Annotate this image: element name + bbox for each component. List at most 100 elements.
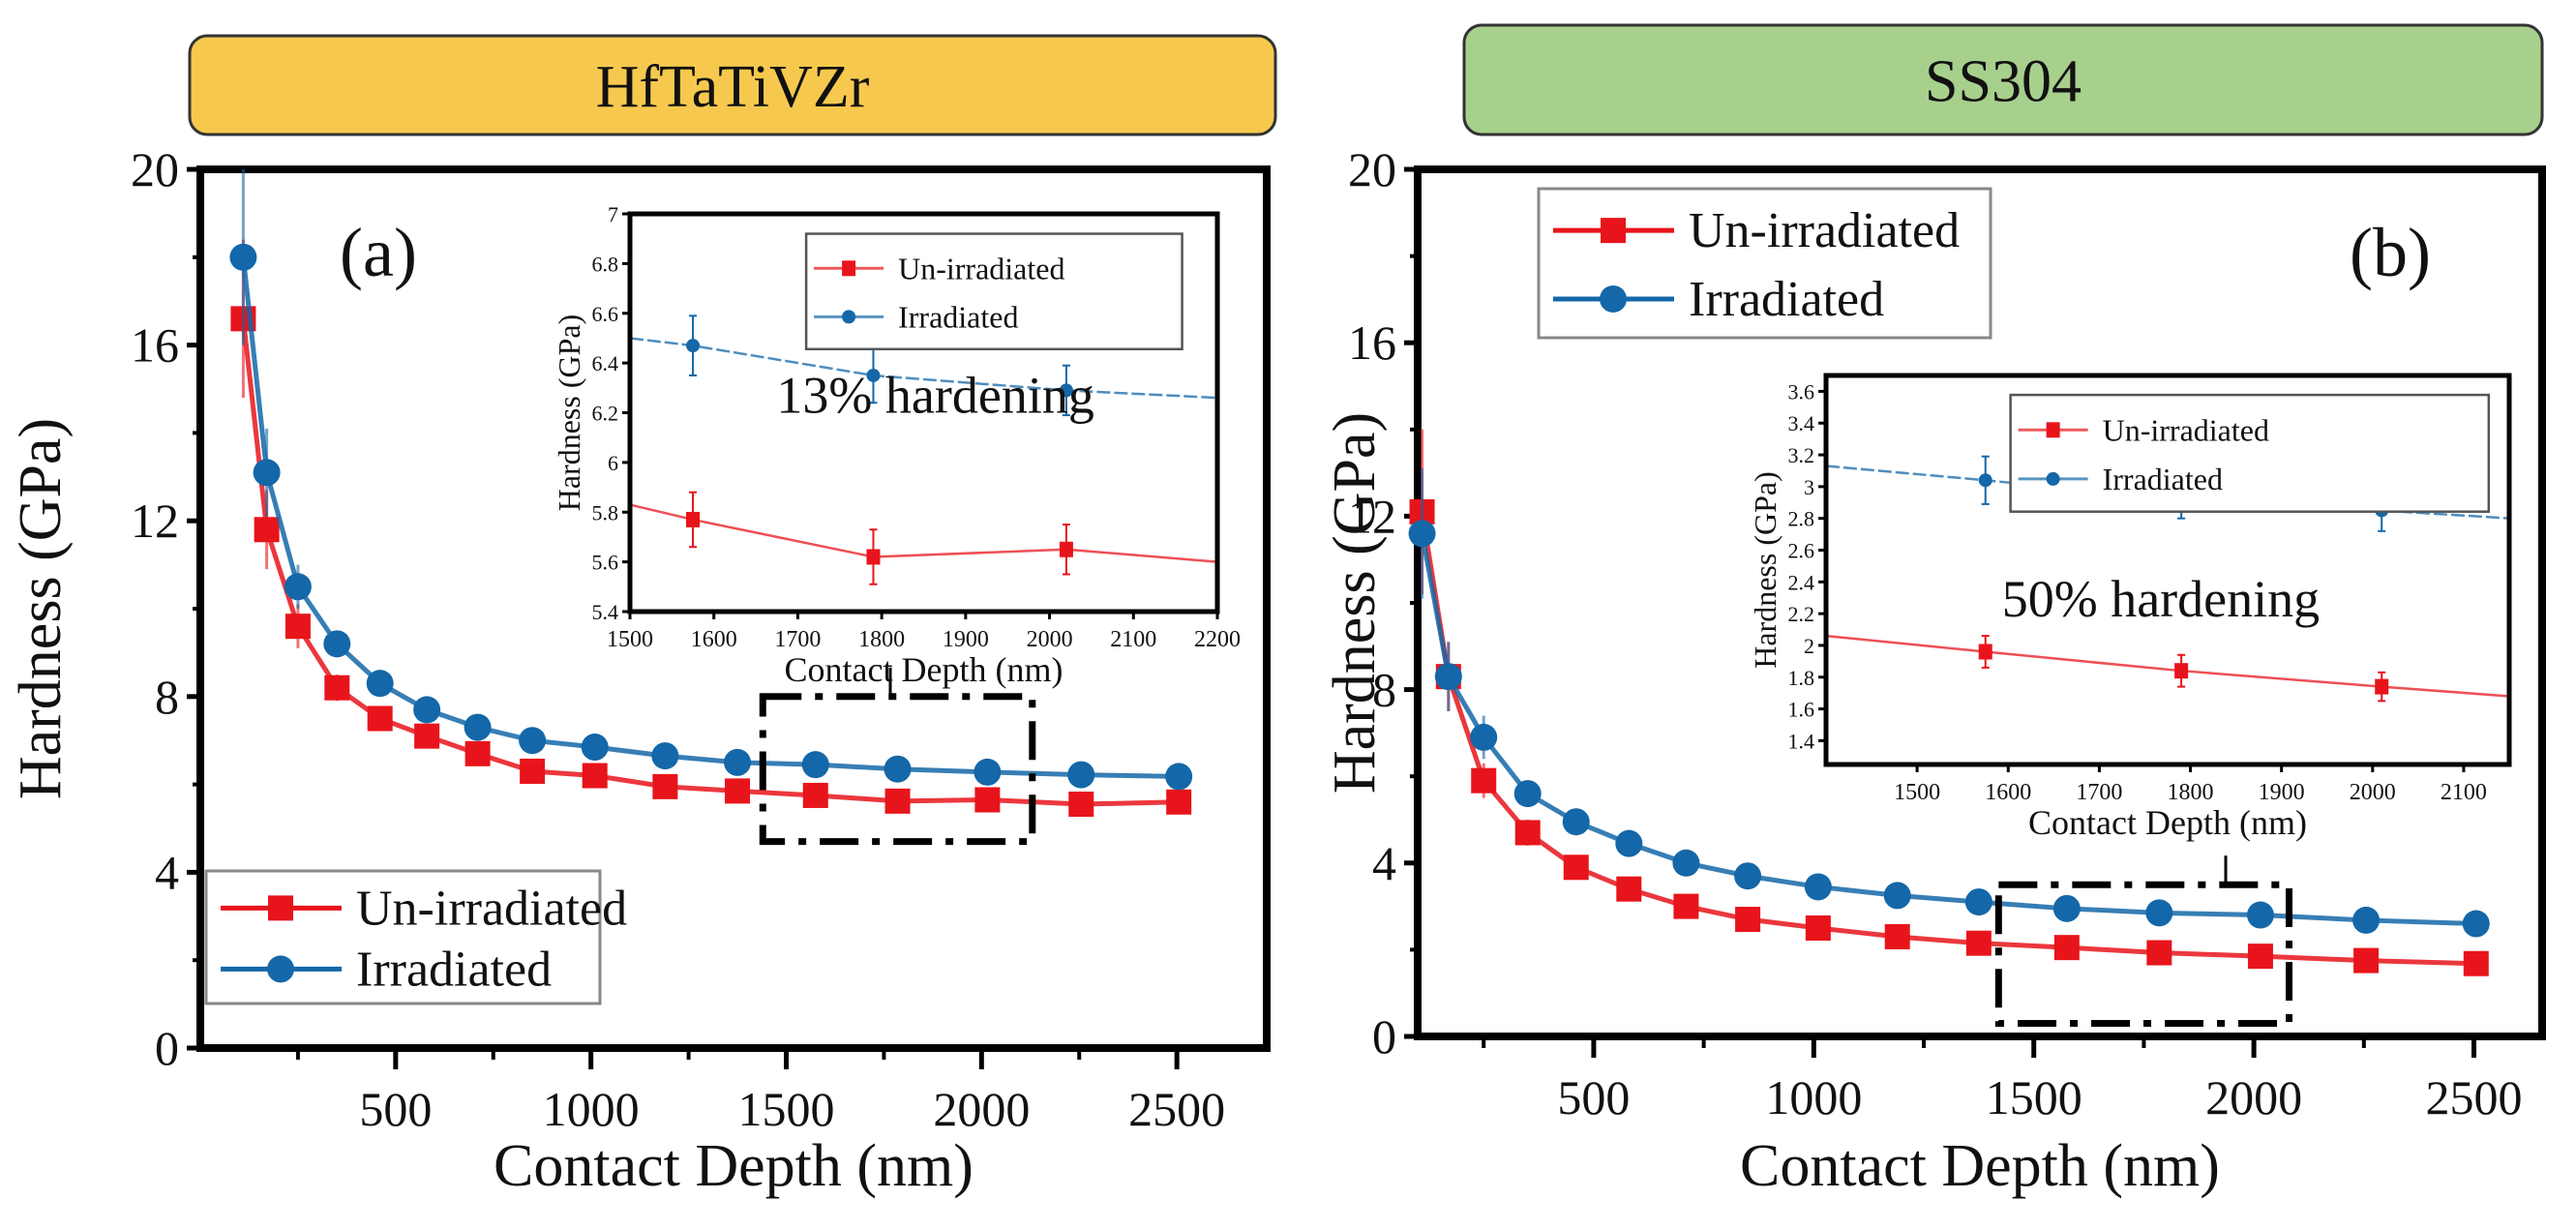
inset-x-axis-label: Contact Depth (nm) bbox=[785, 650, 1063, 689]
data-point-square bbox=[652, 773, 678, 799]
x-tick-label: 1500 bbox=[737, 1082, 834, 1136]
x-axis-label: Contact Depth (nm) bbox=[1740, 1133, 2220, 1199]
data-point-square bbox=[285, 614, 311, 640]
inset-legend: Un-irradiated Irradiated bbox=[2009, 393, 2491, 513]
data-point-square bbox=[2146, 940, 2172, 966]
inset-legend-label: Un-irradiated bbox=[898, 251, 1064, 285]
inset-x-tick-label: 1500 bbox=[1894, 780, 1940, 805]
y-tick-label: 12 bbox=[1348, 489, 1396, 543]
panel-label: (b) bbox=[2350, 214, 2431, 291]
inset-x-tick-label: 2200 bbox=[1194, 627, 1241, 652]
data-point-square bbox=[884, 788, 911, 814]
x-tick-label: 1000 bbox=[543, 1082, 640, 1136]
data-point-circle bbox=[1470, 723, 1498, 751]
data-point-circle bbox=[2145, 899, 2173, 927]
inset-frame bbox=[627, 211, 1220, 614]
data-point-square bbox=[1673, 893, 1699, 919]
series-line bbox=[1420, 532, 2476, 927]
data-point-square bbox=[254, 517, 280, 543]
data-point-circle bbox=[229, 243, 257, 271]
data-point-circle bbox=[724, 748, 752, 776]
inset-legend-square-icon bbox=[842, 260, 856, 277]
legend-square-icon bbox=[1601, 218, 1626, 244]
header-title: HfTaTiVZr bbox=[596, 54, 870, 120]
inset-legend-square-icon bbox=[2046, 422, 2060, 438]
x-tick-label: 2500 bbox=[2426, 1070, 2523, 1124]
inset-y-tick-label: 6.6 bbox=[592, 302, 619, 326]
hardening-annotation: 13% hardening bbox=[776, 367, 1093, 425]
inset-x-tick-label: 2000 bbox=[2350, 780, 2396, 805]
inset-point-square bbox=[2174, 663, 2189, 679]
data-point-square bbox=[1805, 915, 1831, 941]
x-tick-label: 2000 bbox=[2205, 1070, 2302, 1124]
data-point-square bbox=[414, 723, 440, 749]
data-point-square bbox=[1965, 930, 1992, 956]
legend-box bbox=[204, 869, 602, 1005]
data-point-circle bbox=[1434, 663, 1462, 691]
data-point-square bbox=[802, 782, 828, 808]
inset-legend-circle-icon bbox=[842, 310, 856, 324]
data-point-circle bbox=[2352, 906, 2381, 934]
inset-y-tick-label: 1.6 bbox=[1788, 698, 1815, 722]
inset-x-tick-label: 1800 bbox=[2168, 780, 2214, 805]
data-point-circle bbox=[1562, 808, 1590, 836]
inset-y-tick-label: 5.4 bbox=[592, 600, 619, 624]
hardening-annotation: 50% hardening bbox=[2002, 570, 2320, 628]
inset-y-tick-label: 2.2 bbox=[1788, 602, 1815, 626]
data-point-circle bbox=[519, 727, 547, 755]
inset-point-circle bbox=[686, 339, 701, 353]
data-point-circle bbox=[2052, 894, 2081, 922]
inset-legend-label: Irradiated bbox=[2103, 462, 2223, 496]
series-un-irradiated bbox=[230, 239, 1192, 818]
inset-chart: 1500 1600 1700 1800 1900 2000 2100 1.4 1.6 1.8 2 2.… bbox=[1748, 373, 2512, 842]
y-tick-label: 8 bbox=[1372, 663, 1396, 717]
data-point-square bbox=[1616, 876, 1642, 902]
y-tick-label: 0 bbox=[1372, 1009, 1396, 1064]
inset-point-square bbox=[866, 549, 881, 565]
legend: Un-irradiated Irradiated bbox=[1537, 187, 1992, 340]
series-line bbox=[240, 256, 1180, 779]
data-point-circle bbox=[973, 758, 1002, 786]
data-point-circle bbox=[1964, 888, 1992, 916]
data-point-circle bbox=[284, 573, 312, 601]
plot-frame bbox=[196, 165, 1271, 1052]
legend-box bbox=[1537, 187, 1992, 340]
panel-a: HfTaTiVZr 500 1000 1500 2000 2500 0 4 8 12 16 20 Har… bbox=[8, 34, 1277, 1199]
inset-x-tick-label: 1900 bbox=[2259, 780, 2305, 805]
inset-legend-circle-icon bbox=[2046, 471, 2060, 486]
data-point-square bbox=[2247, 944, 2273, 970]
header-box bbox=[188, 34, 1277, 136]
inset-x-tick-label: 1900 bbox=[943, 627, 989, 652]
inset-y-tick-label: 6.4 bbox=[592, 351, 619, 375]
inset-y-tick-label: 2.8 bbox=[1788, 507, 1815, 531]
zoom-region-box bbox=[1994, 881, 2292, 1028]
data-point-square bbox=[367, 705, 393, 732]
inset-point-square bbox=[1059, 541, 1073, 557]
inset-y-tick-label: 2.4 bbox=[1788, 570, 1815, 594]
legend-label: Irradiated bbox=[356, 942, 552, 997]
data-point-circle bbox=[651, 742, 679, 770]
data-point-circle bbox=[1513, 780, 1542, 808]
y-tick-label: 0 bbox=[155, 1021, 179, 1075]
inset-y-tick-label: 3.2 bbox=[1788, 443, 1815, 467]
y-tick-label: 12 bbox=[131, 494, 179, 548]
y-tick-label: 20 bbox=[131, 142, 179, 196]
data-point-square bbox=[1471, 767, 1497, 794]
x-tick-label: 500 bbox=[359, 1082, 432, 1136]
inset-frame bbox=[1823, 373, 2512, 767]
y-tick-label: 4 bbox=[1372, 836, 1396, 890]
inset-y-tick-label: 1.8 bbox=[1788, 666, 1815, 690]
panel-label: (a) bbox=[340, 214, 417, 291]
x-tick-label: 500 bbox=[1557, 1070, 1630, 1124]
inset-y-tick-label: 3 bbox=[1804, 475, 1814, 499]
inset-y-tick-label: 3.6 bbox=[1788, 379, 1815, 404]
data-point-circle bbox=[1165, 763, 1193, 791]
inset-point-circle bbox=[1059, 383, 1073, 398]
series-irradiated bbox=[229, 169, 1193, 791]
x-tick-label: 1000 bbox=[1765, 1070, 1862, 1124]
y-axis-label: Hardness (GPa) bbox=[1322, 412, 1388, 794]
inset-y-tick-label: 7 bbox=[608, 202, 618, 226]
inset-legend-box bbox=[804, 232, 1183, 350]
legend-square-icon bbox=[268, 895, 293, 921]
x-axis-label: Contact Depth (nm) bbox=[494, 1133, 973, 1199]
